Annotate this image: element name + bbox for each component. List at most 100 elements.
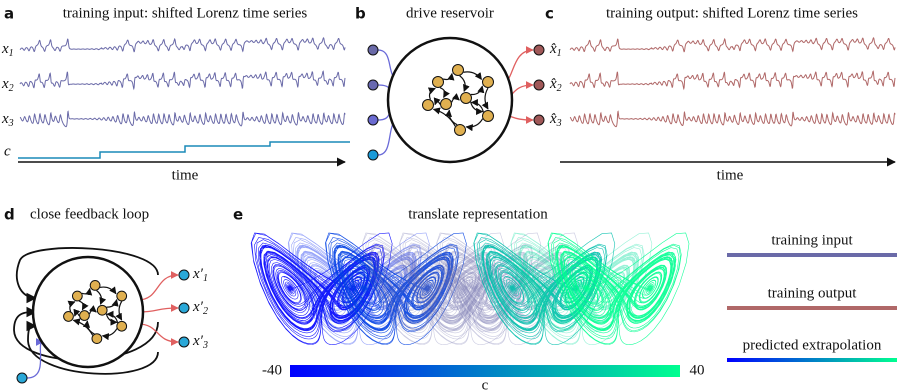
network-node: [63, 311, 74, 322]
network-edge: [444, 109, 458, 126]
variable-label: x̂3: [549, 111, 562, 129]
network-edge: [106, 298, 119, 308]
input-node: [16, 372, 28, 384]
legend-swatch: [727, 358, 897, 362]
panel-title: translate representation: [408, 206, 548, 222]
output-node: [178, 302, 190, 314]
control-signal: [18, 141, 350, 159]
network-edge: [433, 97, 441, 106]
network-node: [89, 280, 101, 291]
colorbar: [290, 365, 680, 377]
time-series: [569, 37, 896, 53]
output-node: [178, 336, 190, 348]
network-edge: [96, 290, 107, 305]
network-node: [91, 333, 103, 344]
input-node: [367, 79, 379, 91]
attractor: [362, 232, 504, 346]
variable-base: x̂: [549, 41, 557, 57]
axis-label: time: [717, 167, 744, 183]
variable-label: x′3: [192, 333, 208, 351]
variable-subscript: 1: [557, 48, 562, 59]
network-node: [116, 290, 128, 302]
variable-subscript: 1: [9, 48, 14, 59]
attractor: [287, 232, 430, 346]
network-edge: [470, 85, 485, 96]
legend-swatch: [727, 253, 897, 257]
output-node: [533, 79, 545, 91]
variable-base: x: [1, 41, 9, 57]
variable-base: x: [1, 111, 9, 127]
variable-base: x′: [192, 299, 204, 315]
variable-label: x̂1: [549, 41, 562, 59]
panel-letter: c: [545, 5, 554, 23]
legend-label: training input: [771, 232, 853, 248]
network-edge: [439, 87, 450, 99]
network-node: [116, 320, 128, 332]
network-edge: [442, 72, 455, 81]
variable-label: x′2: [192, 299, 208, 317]
output-node: [533, 44, 545, 56]
feedback-loop: [26, 320, 159, 375]
variable-base: x′: [192, 266, 204, 282]
panel-title: close feedback loop: [30, 206, 149, 222]
network-node: [422, 99, 434, 111]
variable-base: x′: [192, 333, 204, 349]
network-node: [440, 98, 452, 110]
attractor: [547, 232, 690, 346]
panel-letter: d: [4, 206, 15, 224]
variable-label: x2: [1, 76, 14, 94]
variable-subscript: 3: [202, 340, 208, 351]
variable-label: x̂2: [549, 76, 562, 94]
network-node: [482, 76, 494, 88]
network-edge: [78, 300, 89, 311]
panel-letter: e: [233, 206, 243, 224]
variable-subscript: 1: [203, 273, 208, 284]
network-node: [482, 110, 494, 122]
network-edge: [470, 98, 484, 113]
network-edge: [427, 87, 436, 100]
variable-base: x̂: [549, 76, 557, 92]
network-node: [432, 76, 444, 88]
variable-subscript: 2: [557, 83, 562, 94]
colorbar-label: c: [482, 377, 489, 392]
time-series: [569, 70, 896, 91]
network-node: [96, 304, 108, 316]
network-edge: [101, 328, 118, 341]
network-edge: [81, 287, 93, 296]
variable-subscript: 3: [556, 118, 562, 129]
network-edge: [67, 300, 76, 312]
network-edge: [115, 301, 123, 321]
control-label: c: [4, 143, 11, 159]
variable-base: x̂: [549, 111, 557, 127]
variable-label: x1: [1, 41, 14, 59]
time-series: [19, 70, 346, 91]
panel-letter: b: [355, 5, 366, 23]
network-node: [79, 310, 90, 321]
network-edge: [88, 305, 97, 315]
output-edge: [137, 271, 179, 301]
colorbar-min: -40: [262, 362, 282, 378]
variable-subscript: 2: [203, 306, 208, 317]
feedback-loop: [13, 306, 159, 361]
variable-subscript: 2: [9, 83, 14, 94]
output-node: [533, 114, 545, 126]
input-node: [367, 114, 379, 126]
attractor: [510, 232, 653, 346]
variable-subscript: 3: [8, 118, 14, 129]
network-node: [71, 290, 83, 302]
variable-label: x3: [1, 111, 14, 129]
colorbar-max: 40: [690, 362, 705, 378]
axis-label: time: [172, 167, 199, 183]
network-edge: [106, 310, 119, 323]
legend-label: training output: [768, 285, 858, 301]
variable-base: x: [1, 76, 9, 92]
feedback-loop: [15, 247, 159, 304]
panel-title: drive reservoir: [406, 5, 494, 21]
legend-label: predicted extrapolation: [743, 337, 882, 353]
time-series: [19, 37, 346, 53]
legend-swatch: [727, 306, 897, 310]
attractor: [436, 232, 579, 346]
time-series: [19, 110, 346, 128]
panel-letter: a: [4, 5, 14, 23]
